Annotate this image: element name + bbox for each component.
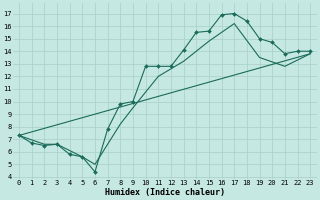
X-axis label: Humidex (Indice chaleur): Humidex (Indice chaleur) [105, 188, 225, 197]
